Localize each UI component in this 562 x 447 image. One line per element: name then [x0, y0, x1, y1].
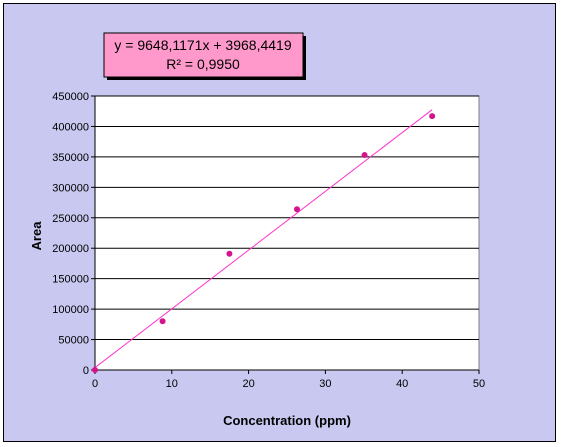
y-tick-label: 250000: [52, 213, 89, 225]
y-axis-title: Area: [29, 221, 44, 251]
equation-box-shadow: [303, 36, 306, 80]
x-tick-label: 20: [242, 378, 254, 390]
trendline-r-squared: R² = 0,9950: [166, 56, 240, 72]
data-point: [226, 250, 233, 257]
data-point: [429, 113, 436, 120]
x-tick-label: 30: [319, 378, 331, 390]
grid-lines: [95, 95, 479, 341]
data-point: [92, 367, 98, 373]
y-tick-label: 100000: [52, 304, 89, 316]
equation-box-shadow-bottom: [107, 77, 306, 80]
x-axis-title: Concentration (ppm): [223, 413, 351, 428]
y-tick-label: 300000: [52, 182, 89, 194]
y-tick-label: 0: [83, 365, 89, 377]
data-points: [92, 113, 436, 373]
y-tick-label: 50000: [58, 335, 89, 347]
y-tick-label: 450000: [52, 91, 89, 103]
x-tick-label: 0: [92, 378, 98, 390]
y-tick-label: 400000: [52, 121, 89, 133]
y-tick-label: 200000: [52, 243, 89, 255]
x-tick-label: 50: [473, 378, 485, 390]
y-tick-label: 150000: [52, 274, 89, 286]
data-point: [293, 206, 300, 213]
y-axis-ticks: 0 50000 100000 150000 200000 250000 300000 3500…: [52, 91, 95, 377]
x-tick-label: 40: [396, 378, 408, 390]
trendline-equation: y = 9648,1171x + 3968,4419: [114, 37, 291, 53]
x-axis-ticks: 0 10 20 30 40 50: [92, 370, 485, 390]
data-point: [159, 318, 166, 325]
trend-line: [94, 109, 433, 368]
x-tick-label: 10: [166, 378, 178, 390]
data-point: [361, 152, 368, 159]
equation-box: y = 9648,1171x + 3968,4419 R² = 0,9950: [103, 32, 306, 80]
plot-area: [94, 95, 480, 371]
y-tick-label: 350000: [52, 152, 89, 164]
